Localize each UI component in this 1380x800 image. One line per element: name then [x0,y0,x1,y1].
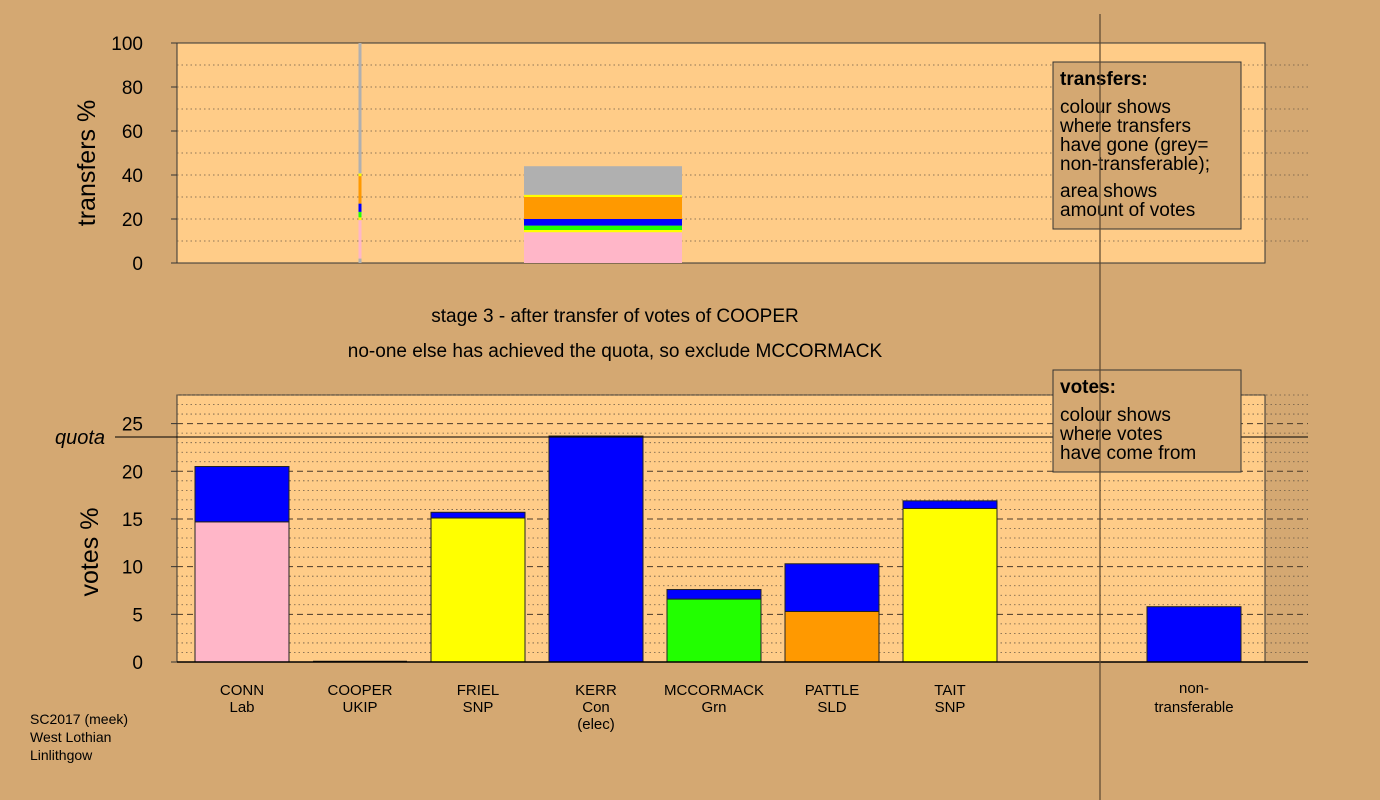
transfers-legend-line-5: area shows [1060,181,1157,202]
candidate-label-conn: Lab [229,699,254,716]
candidate-label-cooper: COOPER [327,682,392,699]
votes-legend-title: votes: [1060,377,1116,398]
transfers-y-axis-title: transfers % [73,100,101,226]
bar-friel-segment [430,511,526,519]
transfers-tick-label: 60 [122,122,143,143]
bar-tait-segment [902,500,998,509]
bar-kerr-segment [548,435,644,663]
votes-legend: votes: colour shows where votes have com… [1052,369,1242,473]
transfers-legend-line-3: have gone (grey= [1060,135,1208,156]
quota-label: quota [55,427,105,449]
transfers-legend-line-4: non-transferable); [1060,154,1210,175]
candidate-label-tait: SNP [935,699,966,716]
bar-conn-segment [194,521,290,663]
votes-tick-label: 5 [132,605,143,626]
transfers-tick-label: 40 [122,166,143,187]
transfer-segment [524,197,682,219]
transfers-legend-box [1052,61,1242,230]
bar-friel-segment [430,517,526,663]
credit-line-2: West Lothian [30,729,111,745]
transfers-bars [358,43,682,263]
candidate-label-pattle: SLD [817,699,846,716]
votes-y-axis-title: votes % [76,508,104,597]
candidate-label-friel: FRIEL [457,682,500,699]
transfers-tick-label: 100 [111,34,143,55]
transfers-tick-label: 80 [122,78,143,99]
bar-nontransferable-segment [1146,606,1242,663]
bar-mccormack-segment [666,589,762,600]
action-message: no-one else has achieved the quota, so e… [348,341,883,362]
transfer-source-strip-segment [358,220,362,259]
transfer-segment [524,194,682,197]
credit-line-3: Linlithgow [30,747,93,763]
stage-message: stage 3 - after transfer of votes of COO… [431,306,799,327]
bar-tait-segment [902,507,998,663]
transfer-segment [524,232,682,263]
candidate-label-kerr: Con [582,699,610,716]
bar-conn-segment [194,466,290,523]
candidate-label-kerr: (elec) [577,716,615,733]
transfers-tick-label: 0 [132,254,143,275]
candidate-labels: CONNLabCOOPERUKIPFRIELSNPKERRCon(elec)MC… [220,680,1234,733]
votes-legend-line-3: have come from [1060,443,1196,464]
candidate-label-mccormack: Grn [701,699,726,716]
votes-y-ticks: 0 5 10 15 20 25 [122,415,177,674]
transfer-source-strip-segment [358,176,362,204]
credit-line-1: SC2017 (meek) [30,711,128,727]
bar-pattle-segment [784,563,880,612]
candidate-label-pattle: PATTLE [805,682,859,699]
nontransferable-label: non- [1179,680,1209,697]
transfers-legend-line-6: amount of votes [1060,200,1195,221]
transfer-segment [524,219,682,226]
votes-legend-line-1: colour shows [1060,405,1171,426]
candidate-label-kerr: KERR [575,682,617,699]
votes-tick-label: 20 [122,462,143,483]
votes-tick-label: 10 [122,558,143,579]
votes-legend-box [1052,369,1242,473]
votes-tick-label: 15 [122,510,143,531]
transfers-tick-label: 20 [122,210,143,231]
votes-tick-label: 25 [122,415,143,436]
votes-tick-label: 0 [132,653,143,674]
candidate-label-conn: CONN [220,682,264,699]
transfer-source-strip-segment [358,173,362,177]
transfers-panel: 0 20 40 60 80 100 transfers % transfers: colo… [73,34,1308,275]
transfers-y-ticks: 0 20 40 60 80 100 [111,34,177,275]
candidate-label-cooper: UKIP [342,699,377,716]
transfers-legend-title: transfers: [1060,69,1148,90]
votes-legend-line-2: where votes [1059,424,1162,445]
transfers-legend: transfers: colour shows where transfers … [1052,61,1242,230]
candidate-label-mccormack: MCCORMACK [664,682,764,699]
bar-mccormack-segment [666,598,762,663]
transfer-source-strip-segment [358,217,362,221]
transfers-legend-line-2: where transfers [1059,116,1191,137]
transfer-segment [524,230,682,233]
candidate-label-tait: TAIT [934,682,965,699]
transfer-segment [524,225,682,230]
transfers-legend-line-1: colour shows [1060,97,1171,118]
votes-bars [194,435,1242,663]
transfer-segment [524,166,682,195]
bar-pattle-segment [784,610,880,663]
candidate-label-friel: SNP [463,699,494,716]
transfer-source-strip-segment [358,203,362,212]
transfer-source-strip-segment [358,211,362,218]
nontransferable-label: transferable [1154,699,1233,716]
transfer-source-strip-segment [358,137,362,174]
